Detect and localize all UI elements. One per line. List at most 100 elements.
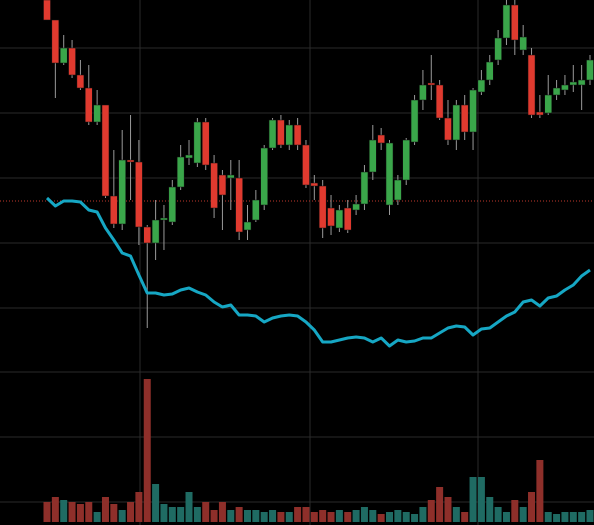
volume-bar (553, 514, 561, 522)
candle-body (68, 47, 76, 76)
volume-bar (160, 504, 168, 522)
candle-body (76, 74, 85, 89)
candle-body (110, 195, 118, 225)
volume-bar (302, 507, 310, 522)
volume-bar (377, 514, 385, 522)
volume-bar (294, 507, 302, 522)
candle-body (494, 37, 502, 61)
candle-body (260, 147, 268, 206)
volume-bar (411, 514, 419, 522)
volume-bar (152, 484, 160, 522)
volume-bar (544, 512, 552, 522)
volume-bar (427, 500, 435, 522)
candle-body (201, 121, 210, 166)
candle-body (511, 4, 519, 41)
candle-body (235, 177, 243, 233)
candle-body (444, 117, 452, 141)
candle-body (335, 209, 344, 229)
volume-bar (386, 512, 394, 522)
candle-body (318, 185, 327, 229)
volume-bar (569, 512, 577, 522)
volume-bar (578, 512, 586, 522)
volume-bar (93, 512, 101, 522)
volume-bar (101, 497, 109, 522)
candle-body (59, 47, 68, 64)
candle-body (460, 104, 469, 133)
volume-bar (402, 512, 410, 522)
candle-body (168, 186, 177, 223)
candle-body (218, 174, 227, 196)
volume-bar (269, 510, 277, 522)
candle-body (285, 124, 294, 146)
volume-bar (135, 492, 143, 522)
volume-bar (536, 460, 544, 522)
candle-body (327, 207, 335, 227)
volume-bar (486, 497, 494, 522)
volume-bar (310, 512, 318, 522)
candle-body (527, 54, 536, 116)
candle-body (101, 104, 110, 197)
candle-body (302, 144, 310, 186)
candle-body (185, 154, 193, 159)
volume-bar (143, 379, 151, 522)
candle-body (277, 119, 285, 146)
candle-body (477, 79, 486, 93)
candle-body (502, 4, 511, 39)
volume-bar (477, 477, 485, 522)
candle-body (369, 139, 377, 173)
candle-body (352, 203, 360, 211)
volume-bar (260, 512, 268, 522)
candle-body (536, 111, 544, 116)
volume-bar (277, 512, 285, 522)
candle-body (385, 142, 394, 206)
candle-body (293, 124, 302, 146)
candle-body (43, 0, 51, 21)
volume-bar (352, 510, 360, 522)
volume-bar (193, 507, 201, 522)
candle-body (377, 134, 385, 144)
candle-body (561, 84, 569, 91)
volume-bar (444, 497, 452, 522)
candle-body (143, 226, 151, 244)
candle-body (569, 81, 578, 86)
candle-body (394, 179, 402, 201)
volume-bar (185, 492, 193, 522)
volume-bar (210, 510, 218, 522)
candle-body (586, 59, 594, 81)
volume-bar (519, 507, 527, 522)
volume-bar (51, 497, 59, 522)
candle-body (519, 36, 527, 51)
volume-bar (344, 512, 352, 522)
candle-body (402, 139, 410, 181)
candle-body (85, 87, 93, 123)
candle-body (51, 19, 60, 64)
candle-body (452, 104, 461, 141)
candle-body (151, 219, 160, 244)
candle-body (544, 94, 552, 114)
candle-body (577, 79, 586, 86)
volume-bar (168, 507, 176, 522)
volume-bar (561, 512, 569, 522)
volume-bar (452, 507, 460, 522)
volume-bar (461, 512, 469, 522)
volume-bar (252, 510, 260, 522)
candle-body (93, 104, 101, 123)
volume-bar (436, 487, 444, 522)
candle-body (210, 162, 218, 209)
volume-bar (394, 510, 402, 522)
candle-body (410, 99, 419, 143)
candle-body (118, 159, 126, 225)
candle-body (469, 89, 477, 133)
volume-bar (494, 507, 502, 522)
volume-bar (511, 500, 519, 522)
candle-body (135, 161, 143, 228)
volume-bar (227, 510, 235, 522)
candle-body (193, 121, 202, 164)
candle-body (227, 174, 235, 179)
indicator-line (45, 196, 591, 348)
candle-body (268, 119, 277, 149)
volume-bar (335, 510, 343, 522)
candle-body (126, 159, 135, 163)
volume-bar (235, 507, 243, 522)
